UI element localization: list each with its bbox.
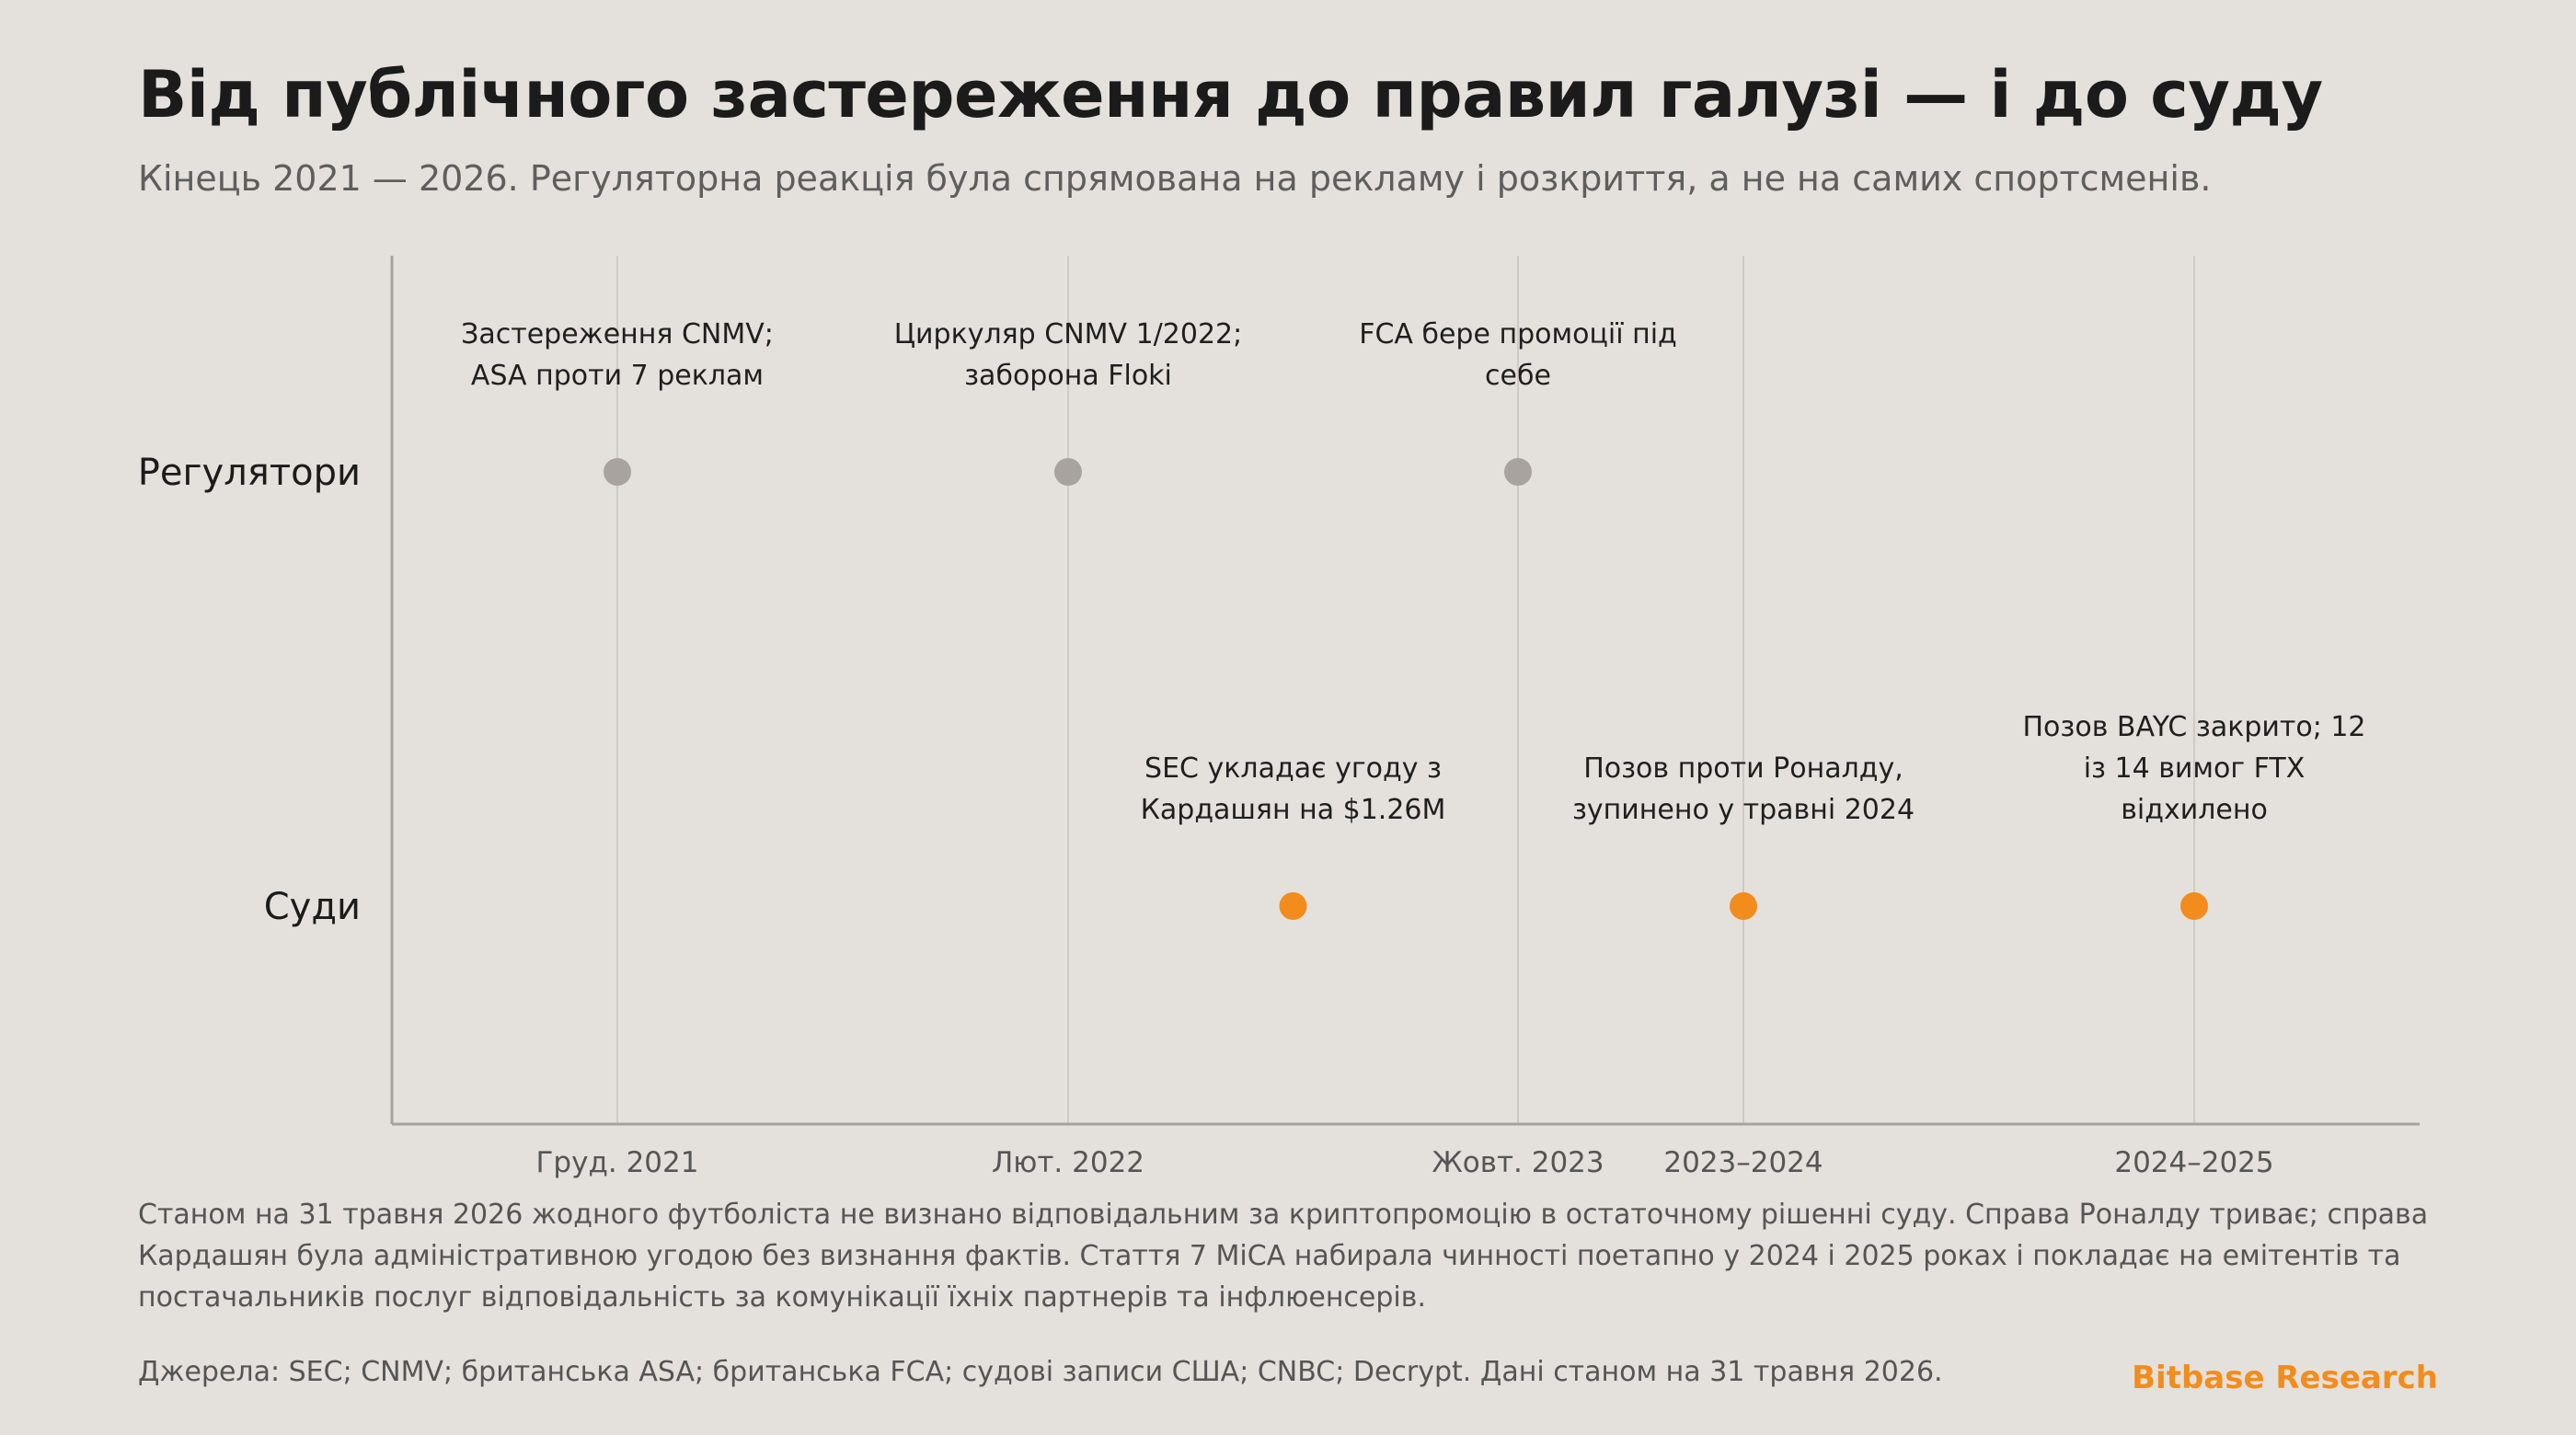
event-label-line: відхилено <box>2121 794 2268 826</box>
x-tick-label: 2023–2024 <box>1663 1146 1823 1179</box>
sources-line: Джерела: SEC; CNMV; британська ASA; брит… <box>138 1356 1943 1388</box>
event-label-line: Циркуляр CNMV 1/2022; <box>894 318 1243 350</box>
x-tick-label: 2024–2025 <box>2114 1146 2273 1179</box>
event-label-line: Кардашян на $1.26M <box>1141 794 1446 826</box>
event-label-line: Застереження CNMV; <box>461 318 774 350</box>
event-label-line: себе <box>1485 360 1551 392</box>
event-label-line: Позов BAYC закрито; 12 <box>2022 711 2365 743</box>
brand-logo: Bitbase Research <box>2132 1360 2438 1396</box>
lane-label: Суди <box>264 886 361 928</box>
event-label: Позов BAYC закрито; 12 із 14 вимог FTX від… <box>2022 711 2365 826</box>
event-label-line: ASA проти 7 реклам <box>471 360 764 392</box>
event-point <box>1504 458 1532 486</box>
event-label-line: FCA бере промоції під <box>1359 318 1677 350</box>
chart-subtitle: Кінець 2021 — 2026. Регуляторна реакція … <box>138 158 2212 199</box>
event-label: Застереження CNMV; ASA проти 7 реклам <box>461 318 774 392</box>
event-point <box>2180 892 2208 920</box>
event-label-line: із 14 вимог FTX <box>2084 752 2306 785</box>
x-tick-label: Жовт. 2023 <box>1432 1146 1604 1179</box>
event-point <box>604 458 631 486</box>
event-label-line: SEC укладає угоду з <box>1144 752 1442 785</box>
footnote: Станом на 31 травня 2026 жодного футболі… <box>138 1199 2429 1314</box>
event-label-line: заборона Floki <box>964 360 1172 392</box>
event-point <box>1730 892 1757 920</box>
timeline-chart: Груд. 2021 Лют. 2022 Жовт. 2023 2023–2024 20… <box>138 256 2420 1179</box>
event-label: SEC укладає угоду з Кардашян на $1.26M <box>1141 752 1446 826</box>
event-point <box>1279 892 1307 920</box>
x-tick-label: Груд. 2021 <box>536 1146 699 1179</box>
event-label-line: Позов проти Роналду, <box>1583 752 1903 785</box>
event-point <box>1054 458 1082 486</box>
lane-label: Регулятори <box>138 452 361 494</box>
event-label: Позов проти Роналду, зупинено у травні 20… <box>1572 752 1915 826</box>
event-label-line: зупинено у травні 2024 <box>1572 794 1915 826</box>
event-label: FCA бере промоції під себе <box>1359 318 1677 392</box>
x-tick-label: Лют. 2022 <box>992 1146 1144 1179</box>
chart-title: Від публічного застереження до правил га… <box>138 57 2323 132</box>
event-label: Циркуляр CNMV 1/2022; заборона Floki <box>894 318 1243 392</box>
